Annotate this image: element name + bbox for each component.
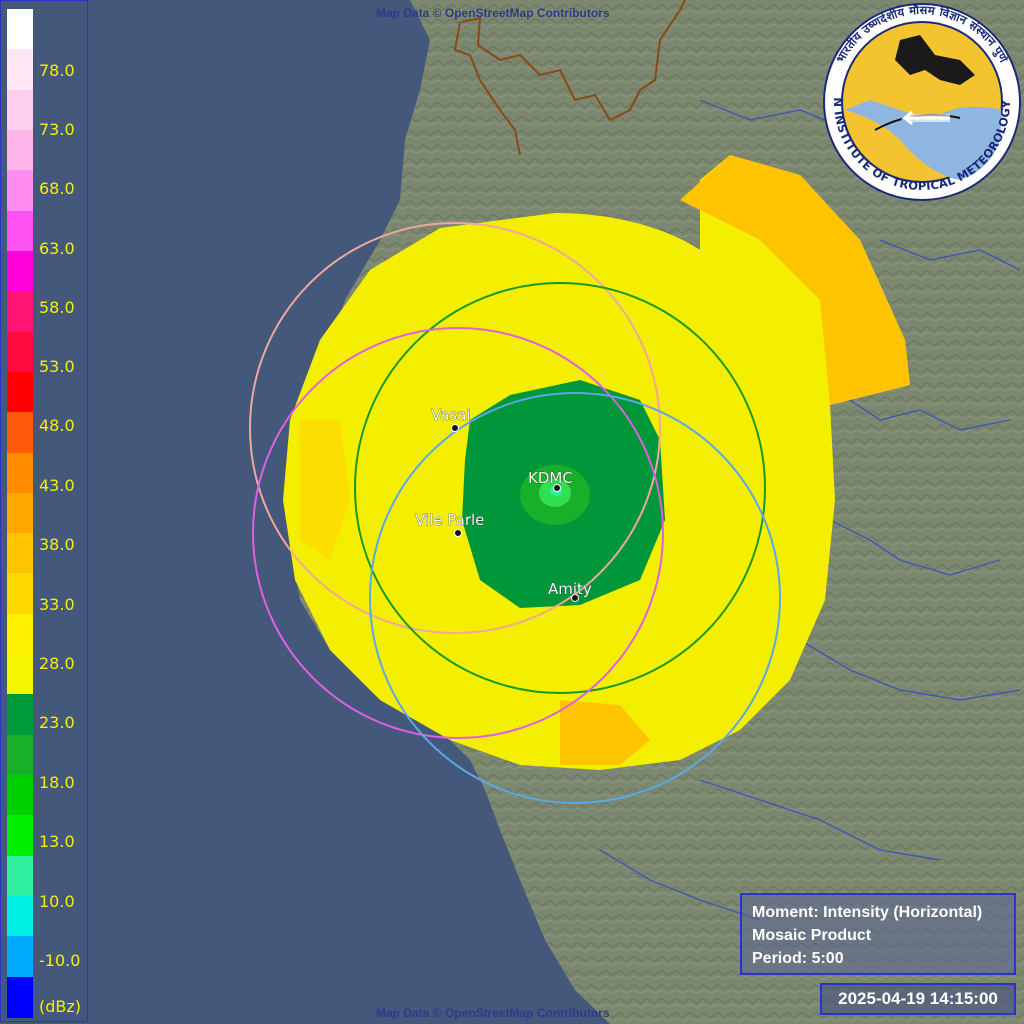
legend-color-cell — [7, 613, 33, 655]
legend-color-cell — [7, 573, 33, 615]
legend-color-cell — [7, 855, 33, 897]
legend-color-cell — [7, 976, 33, 1018]
station-marker-kdmc — [553, 484, 561, 492]
legend-color-cell — [7, 210, 33, 252]
range-ring-kdmc — [354, 282, 766, 694]
station-marker-vasai — [451, 424, 459, 432]
range-ring-vile-parle — [252, 327, 664, 739]
legend-color-cell — [7, 49, 33, 91]
legend-label: 10.0 — [39, 892, 75, 911]
legend-color-cell — [7, 89, 33, 131]
station-label-kdmc: KDMC — [528, 469, 573, 487]
legend-color-cell — [7, 129, 33, 171]
station-marker-vile-parle — [454, 529, 462, 537]
legend-color-cell — [7, 331, 33, 373]
station-marker-amity — [571, 594, 579, 602]
legend-color-cell — [7, 371, 33, 413]
legend-color-cell — [7, 412, 33, 454]
legend-color-cell — [7, 452, 33, 494]
legend-color-cell — [7, 654, 33, 696]
legend-color-cell — [7, 9, 33, 50]
legend-label: 48.0 — [39, 416, 75, 435]
legend-color-cell — [7, 936, 33, 978]
timestamp: 2025-04-19 14:15:00 — [820, 983, 1016, 1015]
range-ring-amity — [369, 392, 781, 804]
legend-label: -10.0 — [39, 951, 81, 970]
moment-label: Moment: Intensity (Horizontal) — [752, 904, 983, 921]
range-ring-vasai — [249, 222, 661, 634]
legend-label: 33.0 — [39, 595, 75, 614]
legend-color-cell — [7, 533, 33, 575]
legend-color-cell — [7, 170, 33, 212]
legend-label: 73.0 — [39, 120, 75, 139]
legend-label: 18.0 — [39, 773, 75, 792]
legend-color-cell — [7, 775, 33, 816]
radar-range-rings — [249, 222, 781, 804]
station-label-vile-parle: Vile Parle — [415, 511, 484, 529]
map-attribution-top: Map Data © OpenStreetMap Contributors — [376, 6, 610, 20]
district-boundary — [461, 0, 686, 122]
station-markers: Vasai KDMC Vile Parle Amity — [415, 406, 592, 602]
legend-label: 63.0 — [39, 239, 75, 258]
legend-color-cell — [7, 291, 33, 333]
legend-label: 28.0 — [39, 654, 75, 673]
legend-label: 78.0 — [39, 61, 75, 80]
dbz-color-legend: 78.0 73.0 68.0 63.0 58.0 53.0 48.0 43.0 38.0 33.0… — [0, 0, 88, 1022]
station-label-vasai: Vasai — [431, 406, 470, 424]
legend-label: 23.0 — [39, 713, 75, 732]
legend-label: 38.0 — [39, 535, 75, 554]
legend-color-cell — [7, 815, 33, 857]
period-label: Period: 5:00 — [752, 950, 844, 967]
legend-label: 68.0 — [39, 179, 75, 198]
legend-color-cell — [7, 250, 33, 292]
legend-color-cell — [7, 694, 33, 736]
legend-label: 53.0 — [39, 357, 75, 376]
legend-color-cell — [7, 734, 33, 776]
product-label: Mosaic Product — [752, 927, 872, 944]
logo-map-silhouette — [895, 35, 975, 85]
legend-label: 58.0 — [39, 298, 75, 317]
legend-color-cell — [7, 492, 33, 534]
legend-label: 43.0 — [39, 476, 75, 495]
legend-color-cell — [7, 896, 33, 937]
map-attribution-bottom: Map Data © OpenStreetMap Contributors — [376, 1006, 610, 1020]
legend-label: 13.0 — [39, 832, 75, 851]
legend-unit: (dBz) — [39, 997, 82, 1016]
station-label-amity: Amity — [548, 580, 592, 598]
radar-echo — [283, 155, 910, 770]
product-info-box: Moment: Intensity (Horizontal) Mosaic Pr… — [740, 893, 1016, 975]
